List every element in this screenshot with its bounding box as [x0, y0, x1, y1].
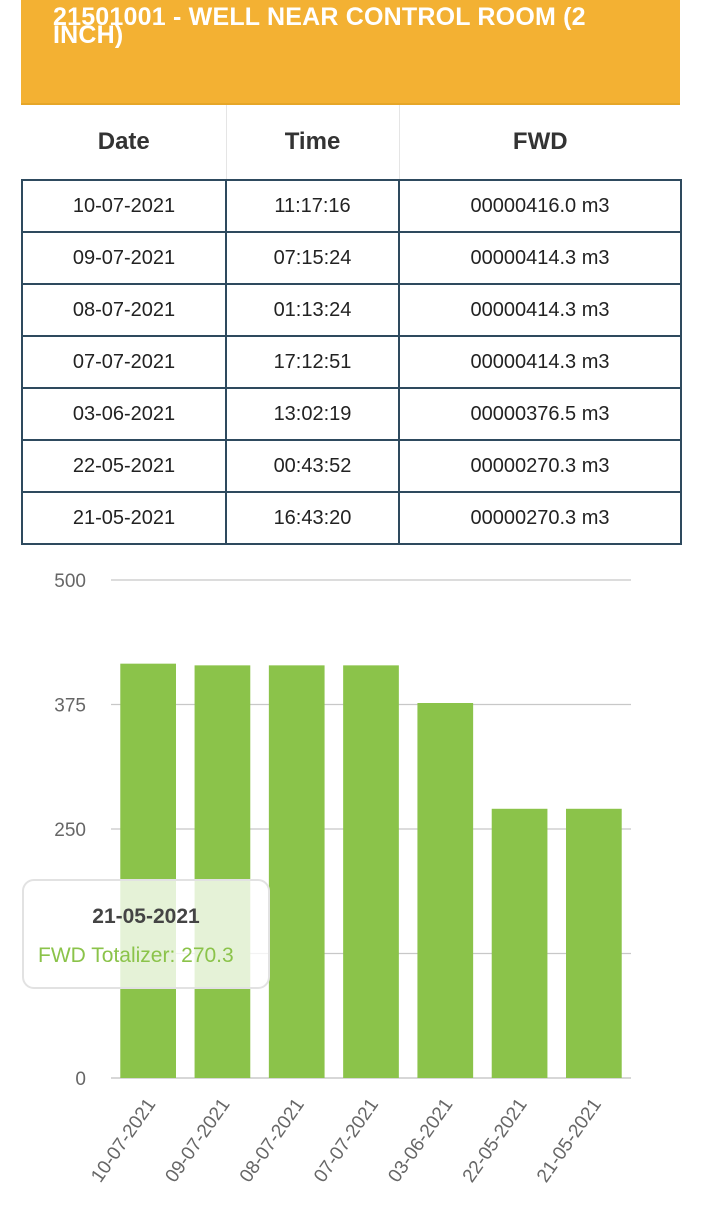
bar-22-05-2021[interactable]	[491, 808, 548, 1078]
cell-fwd: 00000414.3 m3	[398, 231, 682, 285]
x-tick-label: 09-07-2021	[162, 1095, 235, 1187]
cell-time: 07:15:24	[225, 231, 400, 285]
cell-date: 22-05-2021	[21, 439, 227, 493]
cell-fwd: 00000414.3 m3	[398, 283, 682, 337]
cell-time: 01:13:24	[225, 283, 400, 337]
chart-bars[interactable]	[120, 663, 622, 1078]
x-tick-label: 10-07-2021	[87, 1095, 160, 1187]
bar-09-07-2021[interactable]	[194, 665, 251, 1078]
cell-date: 21-05-2021	[21, 491, 227, 545]
meter-card: 21501001 - WELL NEAR CONTROL ROOM (2 INC…	[21, 0, 682, 545]
cell-date: 09-07-2021	[21, 231, 227, 285]
bar-21-05-2021[interactable]	[566, 808, 622, 1078]
x-tick-label: 21-05-2021	[533, 1095, 606, 1187]
cell-fwd: 00000414.3 m3	[398, 335, 682, 389]
bar-10-07-2021[interactable]	[120, 663, 176, 1078]
meter-title: 21501001 - WELL NEAR CONTROL ROOM (2 INC…	[53, 3, 586, 49]
x-tick-label: 03-06-2021	[384, 1095, 457, 1187]
x-tick-label: 07-07-2021	[310, 1095, 383, 1187]
card-header: 21501001 - WELL NEAR CONTROL ROOM (2 INC…	[21, 0, 680, 105]
chart-x-axis: 10-07-2021 09-07-2021 08-07-2021 07-07-2021…	[87, 1095, 606, 1187]
cell-fwd: 00000376.5 m3	[398, 387, 682, 441]
cell-time: 00:43:52	[225, 439, 400, 493]
y-tick-label: 0	[75, 1069, 86, 1090]
y-tick-label: 375	[54, 696, 86, 717]
cell-fwd: 00000416.0 m3	[398, 179, 682, 233]
table-row: 09-07-2021 07:15:24 00000414.3 m3	[21, 231, 682, 285]
cell-time: 16:43:20	[225, 491, 400, 545]
column-header-date: Date	[22, 105, 227, 181]
chart-tooltip: 21-05-2021 FWD Totalizer: 270.3	[22, 879, 270, 989]
cell-time: 13:02:19	[225, 387, 400, 441]
x-tick-label: 08-07-2021	[236, 1095, 309, 1187]
cell-date: 07-07-2021	[21, 335, 227, 389]
tooltip-date: 21-05-2021	[92, 905, 200, 928]
chart-y-axis: 0 250 375 500	[54, 571, 86, 1090]
fwd-bar-chart: 0 250 375 500 10-07-2021 09-07-2021 08-07-202…	[54, 571, 631, 1187]
table-row: 08-07-2021 01:13:24 00000414.3 m3	[21, 283, 682, 337]
table-row: 03-06-2021 13:02:19 00000376.5 m3	[21, 387, 682, 441]
cell-date: 03-06-2021	[21, 387, 227, 441]
x-tick-label: 22-05-2021	[459, 1095, 532, 1187]
bar-07-07-2021[interactable]	[343, 665, 399, 1078]
cell-fwd: 00000270.3 m3	[398, 439, 682, 493]
cell-time: 11:17:16	[225, 179, 400, 233]
table-row: 21-05-2021 16:43:20 00000270.3 m3	[21, 491, 682, 545]
y-tick-label: 250	[54, 820, 86, 841]
bar-08-07-2021[interactable]	[268, 665, 325, 1078]
cell-date: 10-07-2021	[21, 179, 227, 233]
table-row: 10-07-2021 11:17:16 00000416.0 m3	[21, 179, 682, 233]
cell-fwd: 00000270.3 m3	[398, 491, 682, 545]
column-header-fwd: FWD	[399, 105, 681, 181]
table-row: 07-07-2021 17:12:51 00000414.3 m3	[21, 335, 682, 389]
tooltip-value: FWD Totalizer: 270.3	[38, 944, 234, 967]
readings-table: Date Time FWD 10-07-2021 11:17:16 000004…	[21, 105, 682, 545]
table-header-row: Date Time FWD	[22, 105, 681, 181]
bar-03-06-2021[interactable]	[417, 703, 474, 1078]
table-row: 22-05-2021 00:43:52 00000270.3 m3	[21, 439, 682, 493]
cell-time: 17:12:51	[225, 335, 400, 389]
y-tick-label: 500	[54, 571, 86, 592]
cell-date: 08-07-2021	[21, 283, 227, 337]
column-header-time: Time	[226, 105, 400, 181]
